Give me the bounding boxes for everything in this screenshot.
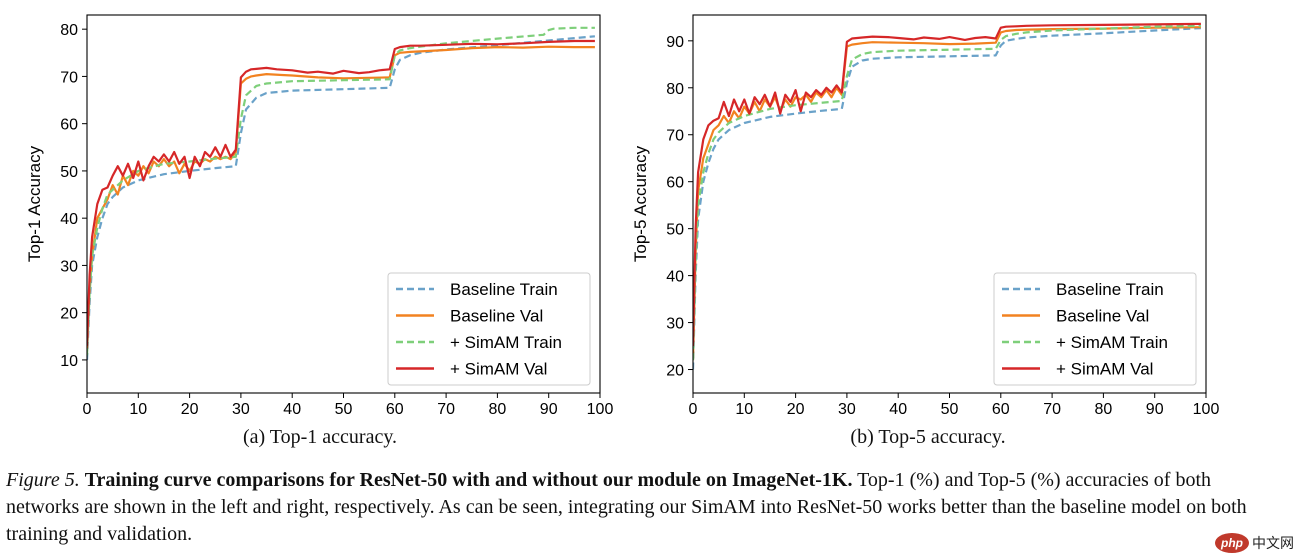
series-group	[693, 22, 1201, 370]
figure-caption: Figure 5. Training curve comparisons for…	[6, 467, 1276, 548]
legend: Baseline Train Baseline Val + SimAM Train +…	[387, 272, 591, 386]
subcaption-b: (b) Top-5 accuracy.	[850, 426, 1006, 448]
legend: Baseline Train Baseline Val + SimAM Train +…	[993, 272, 1197, 386]
caption-text: Top-1 (%) and Top-5 (%) accuracies of bo…	[6, 469, 1247, 545]
y-axis-label: Top-1 Accuracy	[25, 145, 44, 262]
x-tick-label: 40	[889, 401, 907, 418]
figure: 0 10 20 30 40 50 60 70 80 90 1001020304050607080To…	[25, 14, 1220, 418]
x-tick-label: 30	[838, 401, 856, 418]
x-tick-label: 50	[335, 401, 353, 418]
y-tick-label: 70	[60, 69, 78, 86]
x-tick-label: 30	[232, 401, 250, 418]
watermark: php 中文网	[1215, 531, 1294, 555]
x-tick-label: 100	[1193, 401, 1220, 418]
y-tick-label: 20	[666, 363, 684, 380]
y-tick-label: 60	[666, 175, 684, 192]
watermark-logo: php	[1215, 533, 1249, 553]
series-line-baseline-val	[693, 26, 1201, 361]
legend-label: Baseline Val	[1056, 307, 1149, 326]
y-tick-label: 70	[666, 128, 684, 145]
series-line-simam-train	[87, 26, 595, 356]
y-tick-label: 50	[666, 222, 684, 239]
x-tick-label: 70	[437, 401, 455, 418]
x-tick-label: 70	[1043, 401, 1061, 418]
x-tick-label: 20	[787, 401, 805, 418]
x-tick-label: 0	[83, 401, 92, 418]
x-tick-label: 20	[181, 401, 199, 418]
legend-label: Baseline Val	[450, 307, 543, 326]
series-line-simam-train	[693, 24, 1201, 361]
x-tick-label: 90	[540, 401, 558, 418]
figure-label: Figure 5.	[6, 469, 80, 491]
legend-box	[993, 272, 1197, 386]
x-tick-label: 80	[1095, 401, 1113, 418]
legend-label: Baseline Train	[1056, 280, 1164, 299]
y-tick-label: 10	[60, 353, 78, 370]
x-tick-label: 10	[129, 401, 147, 418]
x-tick-label: 60	[386, 401, 404, 418]
x-tick-label: 0	[689, 401, 698, 418]
y-tick-label: 60	[60, 117, 78, 134]
y-axis-label: Top-5 Accuracy	[631, 145, 650, 262]
y-tick-label: 80	[60, 22, 78, 39]
x-tick-label: 40	[283, 401, 301, 418]
y-tick-label: 30	[666, 316, 684, 333]
series-line-baseline-train	[87, 35, 595, 360]
x-tick-label: 60	[992, 401, 1010, 418]
y-tick-label: 50	[60, 164, 78, 181]
legend-label: Baseline Train	[450, 280, 558, 299]
series-line-baseline-train	[693, 27, 1201, 370]
x-tick-label: 10	[735, 401, 753, 418]
x-tick-label: 50	[941, 401, 959, 418]
subcaption-a: (a) Top-1 accuracy.	[242, 426, 398, 448]
y-tick-label: 90	[666, 34, 684, 51]
caption-title: Training curve comparisons for ResNet-50…	[84, 469, 853, 491]
x-tick-label: 100	[587, 401, 614, 418]
y-tick-label: 40	[60, 211, 78, 228]
y-tick-label: 30	[60, 258, 78, 275]
legend-label: + SimAM Train	[450, 333, 562, 352]
x-tick-label: 90	[1146, 401, 1164, 418]
legend-label: + SimAM Val	[450, 360, 547, 379]
chart-a: 0 10 20 30 40 50 60 70 80 90 100 10 20 30 40 50 60 70 80 To…	[25, 14, 614, 418]
legend-label: + SimAM Val	[1056, 360, 1153, 379]
x-tick-label: 80	[489, 401, 507, 418]
series-line-simam-val	[693, 22, 1201, 347]
y-tick-label: 20	[60, 306, 78, 323]
watermark-site: 中文网	[1252, 536, 1294, 552]
y-tick-label: 40	[666, 269, 684, 286]
series-line-simam-val	[87, 39, 595, 346]
series-group	[87, 26, 595, 360]
legend-box	[387, 272, 591, 386]
series-line-baseline-val	[87, 45, 595, 351]
legend-label: + SimAM Train	[1056, 333, 1168, 352]
chart-b: 0 10 20 30 40 50 60 70 80 90 100 20 30 40 50 60 70 80 90 To…	[631, 14, 1220, 418]
y-tick-label: 80	[666, 81, 684, 98]
